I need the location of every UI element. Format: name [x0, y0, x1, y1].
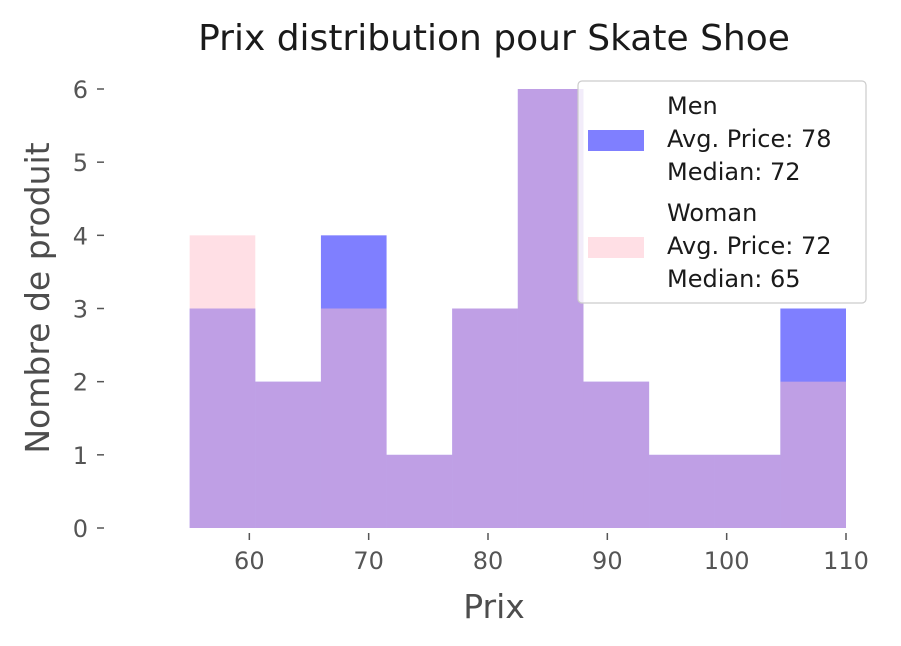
y-tick-label: 2 — [73, 369, 88, 397]
legend-swatch-woman — [588, 237, 644, 258]
bar-woman-6 — [583, 381, 650, 528]
x-tick-label: 60 — [234, 547, 265, 575]
legend-frame — [577, 80, 867, 304]
chart-title: Prix distribution pour Skate Shoe — [198, 18, 790, 59]
x-tick-label: 70 — [353, 547, 384, 575]
x-tick-label: 110 — [823, 547, 869, 575]
bar-woman-3 — [386, 454, 453, 528]
y-tick-label: 6 — [73, 76, 88, 104]
y-axis-label: Nombre de produit — [18, 142, 57, 453]
y-tick-label: 1 — [73, 442, 88, 470]
bar-woman-5 — [517, 89, 584, 528]
y-tick-label: 0 — [73, 515, 88, 543]
x-tick-label: 100 — [704, 547, 750, 575]
y-axis: 0 1 2 3 4 5 6 — [73, 76, 104, 543]
y-tick-label: 4 — [73, 222, 88, 250]
legend-entry-woman-line-1: Avg. Price: 72 — [667, 232, 832, 260]
bar-woman-4 — [452, 308, 518, 528]
x-axis-label: Prix — [463, 587, 525, 626]
y-tick-label: 5 — [73, 149, 88, 177]
legend-entry-men-line-1: Avg. Price: 78 — [667, 125, 832, 153]
bar-woman-1 — [255, 381, 321, 528]
bar-woman-0 — [189, 235, 256, 529]
legend-entry-men-line-0: Men — [667, 92, 718, 120]
legend-swatch-men — [588, 130, 644, 151]
legend-entry-woman-line-0: Woman — [667, 199, 757, 227]
bar-woman-2 — [320, 308, 387, 528]
bars-layer — [189, 89, 846, 529]
bar-woman-7 — [649, 454, 715, 528]
y-tick-label: 3 — [73, 296, 88, 324]
legend-entry-woman-line-2: Median: 65 — [667, 265, 801, 293]
x-tick-label: 90 — [592, 547, 623, 575]
bar-woman-9 — [780, 381, 846, 528]
legend: Men Avg. Price: 78 Median: 72 Woman Avg. Pri… — [577, 80, 867, 304]
bar-woman-8 — [714, 454, 781, 528]
x-axis: 60 70 80 90 100 110 — [234, 533, 869, 575]
x-tick-label: 80 — [473, 547, 504, 575]
legend-entry-men-line-2: Median: 72 — [667, 158, 801, 186]
